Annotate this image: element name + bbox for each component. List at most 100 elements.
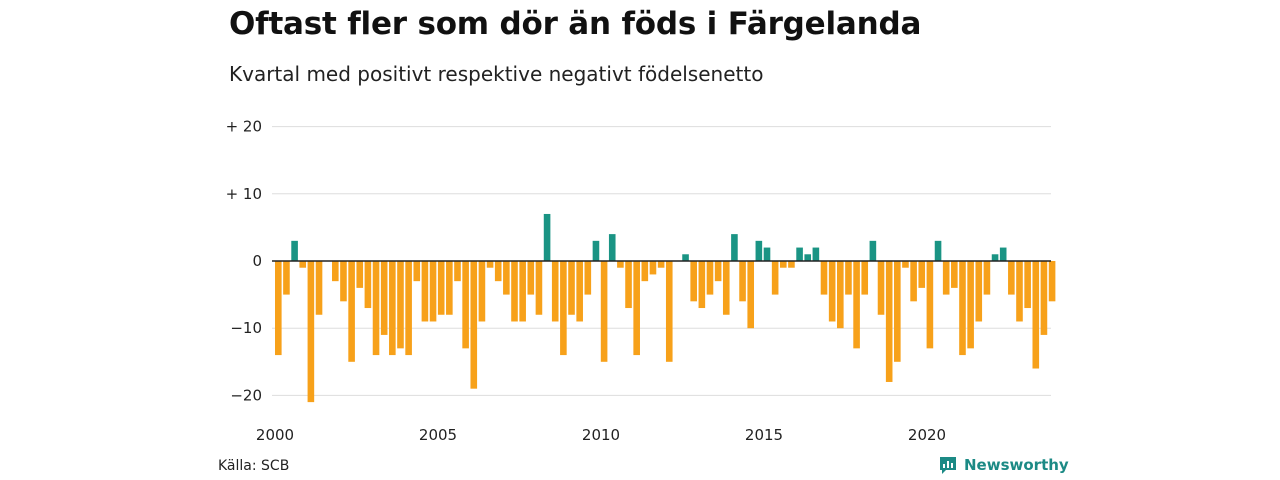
bar	[877, 261, 885, 315]
bar	[918, 261, 926, 288]
bar	[372, 261, 380, 356]
bar	[1040, 261, 1048, 335]
bar	[560, 261, 567, 356]
x-tick-label: 2020	[908, 426, 946, 444]
bar	[690, 261, 697, 302]
bar	[771, 261, 779, 295]
bar	[283, 261, 290, 295]
bar	[340, 261, 347, 302]
brand: Newsworthy	[938, 455, 1069, 475]
y-tick-label: + 20	[226, 118, 262, 136]
y-tick-label: −10	[230, 319, 262, 337]
bar	[307, 261, 315, 403]
bar	[837, 261, 844, 329]
bar	[1048, 261, 1056, 302]
bar	[551, 261, 559, 322]
bar	[885, 261, 893, 382]
bar	[633, 261, 640, 356]
bar	[942, 261, 950, 295]
bar	[959, 261, 966, 356]
bar	[275, 261, 282, 356]
bar	[364, 261, 372, 309]
bar	[527, 261, 535, 295]
bar	[405, 261, 412, 356]
bar	[1024, 261, 1031, 309]
bar	[983, 261, 991, 295]
bar	[600, 261, 608, 362]
bar	[951, 261, 958, 288]
bar	[747, 261, 755, 329]
chart-title: Oftast fler som dör än föds i Färgelanda	[229, 6, 922, 42]
bar	[494, 261, 502, 282]
bar	[617, 261, 624, 268]
bar	[535, 261, 543, 315]
bar	[722, 261, 730, 315]
y-axis-ticks: + 20 + 10 0 −10 −20	[226, 118, 262, 405]
bars	[275, 213, 1056, 403]
x-axis-ticks: 2000 2005 2010 2015 2020	[256, 426, 946, 444]
bar	[625, 261, 632, 309]
bar	[1008, 261, 1015, 295]
x-tick-label: 2015	[745, 426, 783, 444]
chart-subtitle: Kvartal med positivt respektive negativt…	[229, 62, 764, 86]
bar	[714, 261, 722, 282]
bar	[511, 261, 518, 322]
bar	[356, 261, 364, 288]
bar	[413, 261, 421, 282]
bar	[665, 261, 673, 362]
bar	[649, 261, 657, 275]
bar	[967, 261, 974, 349]
bar	[543, 213, 551, 261]
bar	[910, 261, 917, 302]
bar	[421, 261, 429, 322]
bar	[315, 261, 323, 315]
bar	[755, 240, 763, 261]
grid-lines	[272, 126, 1051, 396]
bar	[812, 247, 820, 261]
bar	[397, 261, 404, 349]
bar	[763, 247, 771, 261]
bar	[926, 261, 934, 349]
bar	[608, 234, 616, 261]
bar	[869, 240, 877, 261]
bar	[991, 254, 999, 261]
source-note: Källa: SCB	[218, 458, 290, 474]
bar	[503, 261, 510, 295]
bar	[641, 261, 649, 282]
bar	[462, 261, 469, 349]
bar	[657, 261, 665, 268]
bar	[902, 261, 909, 268]
newsworthy-logo-icon	[940, 457, 956, 474]
bar	[853, 261, 860, 349]
y-tick-label: 0	[252, 252, 262, 270]
bar	[779, 261, 787, 268]
bar	[804, 254, 812, 261]
bar	[1016, 261, 1023, 322]
x-tick-label: 2000	[256, 426, 294, 444]
x-tick-label: 2005	[419, 426, 457, 444]
brand-name: Newsworthy	[964, 456, 1069, 474]
y-tick-label: −20	[230, 386, 262, 404]
bar	[299, 261, 307, 268]
bar	[845, 261, 852, 295]
bar	[706, 261, 714, 295]
bar	[576, 261, 583, 322]
bar	[429, 261, 437, 322]
bar	[861, 261, 869, 295]
bar	[437, 261, 445, 315]
bar	[454, 261, 461, 282]
bar	[519, 261, 526, 322]
bar	[380, 261, 388, 335]
bar	[788, 261, 795, 268]
bar	[698, 261, 706, 309]
bar	[291, 240, 298, 261]
bar	[975, 261, 983, 322]
bar	[478, 261, 486, 322]
bar	[568, 261, 575, 315]
bar	[682, 254, 689, 261]
y-tick-label: + 10	[226, 185, 262, 203]
bar	[446, 261, 453, 315]
x-tick-label: 2010	[582, 426, 620, 444]
bar	[470, 261, 478, 389]
